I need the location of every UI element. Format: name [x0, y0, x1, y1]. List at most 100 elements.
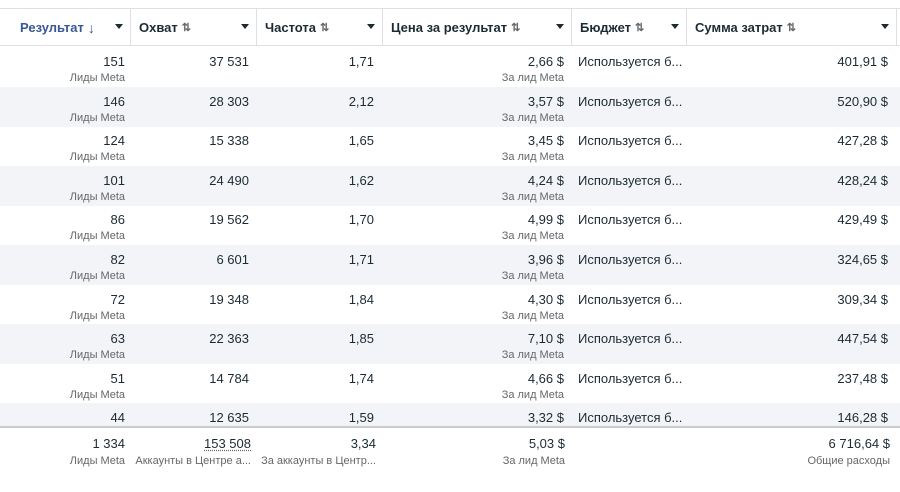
result-cell: 72 Лиды Meta — [0, 285, 125, 325]
result-value: 63 — [110, 331, 125, 347]
frequency-value: 1,65 — [348, 133, 374, 149]
budget-cell: Используется б... — [578, 285, 683, 325]
budget-cell: Используется б... — [578, 324, 683, 364]
table-row[interactable]: 63 Лиды Meta 22 363 1,85 7,10 $ За лид Meta Ис… — [0, 324, 900, 365]
sort-icon[interactable]: ⇅ — [320, 22, 330, 34]
cost-type-label: За лид Meta — [501, 151, 564, 164]
budget-cell: Используется б... — [578, 403, 683, 443]
table-row[interactable]: 151 Лиды Meta 37 531 1,71 2,66 $ За лид Meta И… — [0, 47, 900, 87]
chevron-down-icon[interactable] — [556, 24, 564, 29]
column-header-budget[interactable]: Бюджет ⇅ — [572, 9, 687, 46]
reach-value: 12 635 — [209, 410, 249, 426]
budget-value: Используется б... — [578, 54, 683, 69]
budget-value: Используется б... — [578, 291, 683, 307]
table-row[interactable]: 72 Лиды Meta 19 348 1,84 4,30 $ За лид Meta Ис… — [0, 285, 900, 325]
cost-type-label: За лид Meta — [501, 349, 564, 362]
total-reach-cell[interactable]: 153 508 Аккаунты в Центре а... — [135, 436, 251, 467]
totals-row: 1 334 Лиды Meta 153 508 Аккаунты в Центр… — [0, 428, 900, 474]
result-type-label: Лиды Meta — [69, 349, 125, 362]
total-spend-cell: 6 716,64 $ Общие расходы — [807, 436, 890, 467]
table-row[interactable]: 82 Лиды Meta 6 601 1,71 3,96 $ За лид Meta Исп… — [0, 245, 900, 285]
cost-value: 3,45 $ — [527, 133, 564, 149]
cost-type-label: За лид Meta — [501, 309, 564, 322]
spend-cell: 447,54 $ — [687, 324, 888, 364]
reach-value: 37 531 — [209, 54, 249, 69]
budget-value: Используется б... — [578, 133, 683, 149]
reach-cell: 19 562 — [131, 205, 249, 245]
budget-cell: Используется б... — [578, 166, 683, 206]
spend-value: 146,28 $ — [837, 410, 888, 426]
cost-value: 7,10 $ — [527, 331, 564, 347]
reach-cell: 12 635 — [131, 403, 249, 443]
reach-value: 24 490 — [209, 172, 249, 188]
sort-icon[interactable]: ⇅ — [635, 22, 645, 34]
cost-type-label: За лид Meta — [501, 388, 564, 401]
frequency-value: 1,74 — [348, 370, 374, 386]
column-header-amount-spent[interactable]: Сумма затрат ⇅ — [687, 9, 897, 46]
spend-cell: 146,28 $ — [687, 403, 888, 443]
budget-value: Используется б... — [578, 212, 683, 228]
table-row[interactable]: 101 Лиды Meta 24 490 1,62 4,24 $ За лид Meta И… — [0, 165, 900, 206]
sort-descending-icon[interactable]: ↓ — [87, 19, 95, 36]
budget-value: Используется б... — [578, 93, 683, 109]
frequency-cell: 1,85 — [257, 324, 374, 364]
spend-cell: 401,91 $ — [687, 47, 888, 87]
sort-icon[interactable]: ⇅ — [511, 22, 521, 34]
reach-cell: 37 531 — [131, 47, 249, 87]
table-row[interactable]: 86 Лиды Meta 19 562 1,70 4,99 $ За лид Meta Ис… — [0, 205, 900, 245]
cost-cell: 4,66 $ За лид Meta — [383, 364, 564, 404]
result-value: 44 — [110, 410, 125, 426]
column-header-result[interactable]: Результат ↓ — [0, 9, 131, 46]
reach-value: 15 338 — [209, 133, 249, 149]
budget-value: Используется б... — [578, 370, 683, 386]
chevron-down-icon[interactable] — [671, 24, 679, 29]
reach-value: 6 601 — [216, 252, 249, 267]
chevron-down-icon[interactable] — [115, 24, 123, 29]
result-value: 101 — [103, 172, 125, 188]
cost-value: 4,66 $ — [527, 370, 564, 386]
result-cell: 101 Лиды Meta — [0, 166, 125, 206]
column-header-frequency[interactable]: Частота ⇅ — [257, 9, 383, 46]
cost-cell: 4,30 $ За лид Meta — [383, 285, 564, 325]
spend-value: 447,54 $ — [837, 331, 888, 347]
sort-icon[interactable]: ⇅ — [181, 22, 191, 34]
budget-cell: Используется б... — [578, 126, 683, 166]
budget-cell: Используется б... — [578, 245, 683, 285]
cost-cell: 4,99 $ За лид Meta — [383, 205, 564, 245]
chevron-down-icon[interactable] — [241, 24, 249, 29]
reach-cell: 28 303 — [131, 87, 249, 127]
cost-value: 2,66 $ — [527, 54, 564, 69]
cost-type-label: За лид Meta — [501, 111, 564, 124]
budget-value: Используется б... — [578, 172, 683, 188]
result-cell: 151 Лиды Meta — [0, 47, 125, 87]
frequency-value: 1,71 — [348, 54, 374, 69]
column-header-cost-per-result[interactable]: Цена за результат ⇅ — [383, 9, 572, 46]
table-row[interactable]: 146 Лиды Meta 28 303 2,12 3,57 $ За лид Meta И… — [0, 86, 900, 127]
spend-value: 324,65 $ — [837, 252, 888, 267]
cost-cell: 3,45 $ За лид Meta — [383, 126, 564, 166]
frequency-cell: 1,65 — [257, 126, 374, 166]
cost-value: 3,57 $ — [527, 93, 564, 109]
reach-cell: 14 784 — [131, 364, 249, 404]
result-value: 151 — [103, 54, 125, 69]
result-cell: 86 Лиды Meta — [0, 205, 125, 245]
reach-cell: 22 363 — [131, 324, 249, 364]
spend-value: 429,49 $ — [837, 212, 888, 228]
totals-divider — [0, 426, 900, 428]
table-row[interactable]: 124 Лиды Meta 15 338 1,65 3,45 $ За лид Meta И… — [0, 126, 900, 166]
sort-icon[interactable]: ⇅ — [786, 22, 796, 34]
spend-value: 237,48 $ — [837, 370, 888, 386]
reach-cell: 6 601 — [131, 245, 249, 285]
column-header-reach[interactable]: Охват ⇅ — [131, 9, 257, 46]
spend-value: 520,90 $ — [837, 93, 888, 109]
cost-value: 3,96 $ — [527, 252, 564, 267]
table-row[interactable]: 51 Лиды Meta 14 784 1,74 4,66 $ За лид Meta Ис… — [0, 364, 900, 404]
cost-type-label: За лид Meta — [501, 72, 564, 84]
frequency-value: 1,70 — [348, 212, 374, 228]
chevron-down-icon[interactable] — [367, 24, 375, 29]
total-cost-cell: 5,03 $ За лид Meta — [502, 436, 565, 467]
frequency-value: 1,71 — [348, 252, 374, 267]
cost-value: 4,24 $ — [527, 172, 564, 188]
table-header: Результат ↓ Охват ⇅ Частота ⇅ Цена за ре… — [0, 8, 900, 46]
chevron-down-icon[interactable] — [881, 24, 889, 29]
